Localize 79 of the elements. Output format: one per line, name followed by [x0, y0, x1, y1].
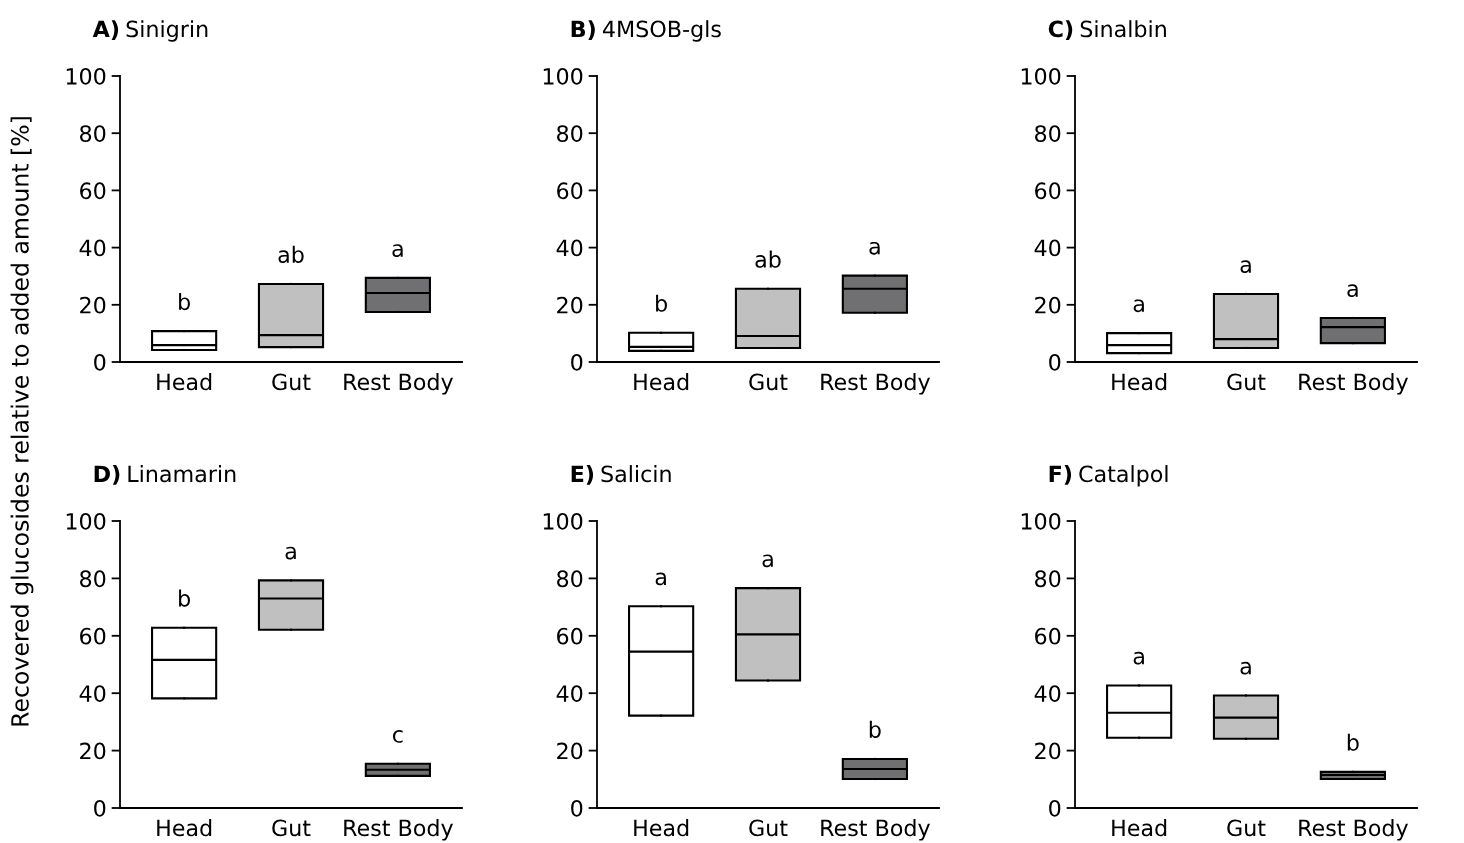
y-tick-label: 60: [557, 627, 583, 645]
y-axis-title: Recovered glucosides relative to added amount [%]: [10, 117, 34, 726]
y-tick-label: 0: [571, 799, 583, 817]
y-tick-label: 60: [1035, 182, 1061, 200]
y-tick-label: 20: [80, 742, 106, 760]
y-tick-label: 60: [80, 627, 106, 645]
annotation: ab: [278, 245, 304, 263]
x-tick-label: Rest Body: [1299, 373, 1408, 395]
annotation: a: [285, 546, 296, 560]
y-tick-label: 0: [1049, 353, 1061, 371]
y-tick-label: 20: [80, 296, 106, 314]
x-tick-label: Gut: [749, 373, 788, 391]
y-tick-label: 100: [66, 512, 106, 530]
annotation: b: [179, 292, 190, 311]
y-tick-label: 0: [1049, 799, 1061, 817]
y-tick-label: 40: [79, 239, 106, 257]
y-tick-label: 60: [80, 182, 106, 200]
y-tick-label: 100: [1021, 512, 1061, 530]
y-tick-label: 40: [1034, 239, 1061, 257]
annotation: b: [179, 589, 190, 607]
annotation: a: [392, 244, 403, 257]
chart-title: E) Salicin: [571, 465, 671, 485]
chart-title: B) 4MSOB-gls: [571, 20, 721, 42]
y-tick-label: 40: [79, 685, 106, 702]
x-tick-label: Gut: [272, 819, 311, 837]
annotation: a: [1240, 661, 1251, 675]
annotation: c: [392, 730, 403, 743]
x-tick-label: Rest Body: [344, 373, 453, 395]
x-tick-label: Gut: [749, 819, 788, 837]
y-tick-label: 20: [557, 742, 583, 760]
annotation: a: [655, 572, 666, 586]
y-tick-label: 100: [66, 67, 106, 85]
x-tick-label: Head: [157, 373, 212, 391]
annotation: b: [1347, 733, 1359, 751]
x-tick-label: Gut: [272, 373, 311, 391]
x-tick-label: Head: [634, 373, 689, 391]
x-tick-label: Head: [1112, 819, 1167, 837]
annotation: a: [1347, 284, 1358, 297]
y-tick-label: 100: [543, 512, 583, 530]
y-tick-label: 0: [94, 353, 106, 371]
x-tick-label: Rest Body: [821, 819, 930, 841]
y-tick-label: 0: [94, 799, 106, 817]
y-tick-label: 20: [557, 296, 583, 314]
y-tick-label: 60: [1035, 627, 1061, 645]
y-tick-label: 20: [1035, 296, 1061, 314]
x-tick-label: Gut: [1227, 373, 1266, 391]
annotation: a: [762, 554, 773, 568]
chart-title: F) Catalpol: [1049, 465, 1168, 487]
y-tick-label: 40: [556, 239, 583, 257]
x-tick-label: Rest Body: [821, 373, 930, 395]
y-tick-label: 80: [80, 570, 106, 588]
annotation: a: [1133, 651, 1144, 665]
annotation: a: [1133, 299, 1144, 313]
x-tick-label: Rest Body: [344, 819, 453, 841]
x-tick-label: Head: [1112, 373, 1167, 391]
chart-title: C) Sinalbin: [1048, 20, 1166, 40]
y-tick-label: 80: [1035, 570, 1061, 588]
y-tick-label: 40: [556, 685, 583, 702]
annotation: a: [869, 241, 880, 255]
y-tick-label: 20: [1035, 742, 1061, 760]
y-tick-label: 0: [571, 353, 583, 371]
y-tick-label: 80: [557, 125, 583, 142]
x-tick-label: Rest Body: [1299, 819, 1408, 841]
annotation: a: [1240, 260, 1251, 273]
x-tick-label: Head: [634, 819, 689, 837]
chart-title: D) Linamarin: [94, 465, 236, 485]
y-tick-label: 80: [557, 570, 583, 588]
annotation: b: [656, 294, 667, 312]
y-tick-label: 80: [1035, 125, 1061, 142]
annotation: b: [869, 720, 881, 738]
y-tick-label: 100: [543, 67, 583, 85]
y-tick-label: 40: [1034, 685, 1061, 702]
y-tick-label: 100: [1021, 67, 1061, 85]
y-tick-label: 80: [80, 125, 106, 142]
x-tick-label: Gut: [1227, 819, 1266, 837]
annotation: ab: [755, 250, 781, 268]
y-tick-label: 60: [557, 182, 583, 200]
chart-title: A) Sinigrin: [92, 20, 208, 42]
x-tick-label: Head: [157, 819, 212, 837]
